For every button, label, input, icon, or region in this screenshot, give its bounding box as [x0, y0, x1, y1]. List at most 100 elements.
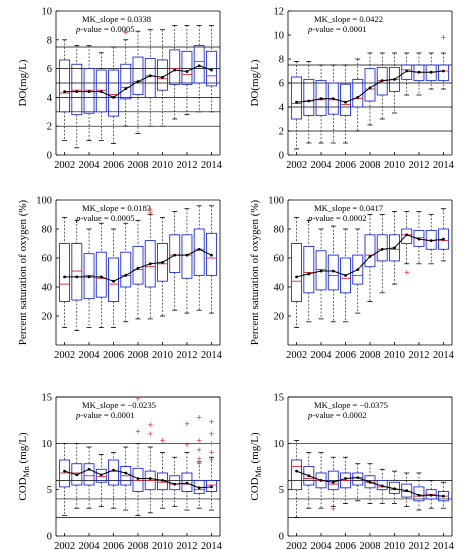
- p-value-annotation: p-value = 0.0002: [307, 410, 367, 420]
- box-2007: [120, 251, 132, 288]
- mean-marker: [75, 473, 79, 477]
- mean-marker: [87, 275, 91, 279]
- y-axis-label: CODMn (mg/L): [17, 432, 31, 501]
- y-tick-label: 60: [274, 254, 285, 265]
- y-axis-label: Percent saturation of oxygen (%): [17, 199, 29, 345]
- mean-marker: [197, 64, 201, 68]
- mean-marker: [185, 481, 189, 485]
- box-2012: [181, 50, 193, 85]
- y-tick-label: 60: [42, 254, 53, 265]
- mean-marker: [307, 474, 311, 478]
- mean-marker: [417, 493, 421, 497]
- mean-marker: [161, 75, 164, 79]
- outlier-marker: +: [197, 454, 202, 464]
- outlier-marker: +: [209, 417, 214, 427]
- mean-marker: [124, 471, 128, 475]
- box-2011: [169, 49, 181, 85]
- box-2007: [120, 63, 132, 100]
- mean-marker: [429, 70, 433, 74]
- box-2003: [71, 463, 83, 486]
- y-tick-label: 40: [42, 283, 53, 294]
- box-2012: [413, 64, 425, 82]
- outlier-marker: +: [197, 436, 202, 446]
- chart-panel-bottom-left: 0 5 10 15 2002 2004 2006 2008 2010 2012 2014 CODMn …: [17, 393, 223, 550]
- box-2010: [157, 243, 168, 282]
- y-tick-label: 10: [274, 439, 285, 450]
- y-tick-label: 2: [279, 127, 284, 138]
- box-2004: [315, 250, 327, 291]
- box-2003: [303, 245, 315, 294]
- box-2008: [364, 234, 376, 268]
- mean-marker: [307, 99, 311, 103]
- box-2010: [157, 59, 168, 91]
- x-tick-label: 2008: [360, 541, 381, 550]
- mean-marker: [405, 233, 409, 237]
- outlier-marker: +: [148, 420, 153, 430]
- mean-marker: [442, 237, 445, 241]
- mean-marker: [417, 70, 421, 74]
- outlier-marker: +: [123, 28, 128, 38]
- x-tick-label: 2006: [335, 160, 356, 171]
- box-2008: [132, 56, 144, 95]
- mk-slope-annotation: MK_slope = 0.0183: [82, 203, 151, 213]
- box-2003: [303, 466, 315, 486]
- mean-marker: [87, 467, 91, 471]
- mean-marker: [295, 275, 298, 279]
- box-2011: [401, 64, 413, 80]
- mean-marker: [319, 479, 323, 482]
- box-2004: [83, 68, 95, 114]
- box-2004: [83, 253, 95, 300]
- mean-marker: [210, 253, 213, 257]
- outlier-marker: +: [197, 459, 202, 469]
- y-tick-label: 15: [42, 393, 53, 404]
- x-tick-label: 2010: [152, 541, 173, 550]
- mean-marker: [344, 274, 347, 277]
- box-2013: [193, 479, 205, 494]
- box-2006: [340, 257, 351, 294]
- mean-marker: [173, 482, 177, 486]
- x-tick-label: 2004: [79, 350, 101, 361]
- mean-marker: [148, 74, 152, 78]
- mean-marker: [99, 90, 103, 94]
- x-tick-label: 2004: [311, 350, 333, 361]
- x-tick-label: 2002: [54, 541, 75, 550]
- mean-marker: [380, 484, 384, 488]
- mean-marker: [173, 68, 177, 72]
- mean-marker: [295, 469, 298, 473]
- mean-marker: [197, 486, 201, 490]
- box-2002: [291, 243, 303, 302]
- y-tick-label: 2: [47, 122, 52, 133]
- mean-marker: [185, 70, 189, 73]
- mean-marker: [393, 78, 396, 81]
- mean-marker: [417, 237, 421, 241]
- box-2009: [376, 234, 388, 262]
- box-2010: [157, 472, 168, 491]
- y-tick-label: 6: [47, 64, 52, 75]
- box-2011: [401, 483, 413, 498]
- chart-panel-middle-left: 20 40 60 80 100 2002 2004 2006 2008 2010 2012 2014 P…: [17, 196, 223, 362]
- mean-marker: [112, 279, 115, 283]
- x-tick-label: 2004: [311, 160, 333, 171]
- x-tick-label: 2002: [54, 160, 75, 171]
- y-axis-label: CODMn (mg/L): [249, 432, 263, 501]
- p-value-annotation: p-value = 0.0001: [75, 410, 135, 420]
- x-tick-label: 2008: [360, 350, 381, 361]
- box-2002: [291, 76, 303, 120]
- outlier-marker: +: [197, 445, 202, 455]
- box-2002: [291, 459, 303, 491]
- y-tick-label: 10: [274, 31, 285, 42]
- box-2005: [95, 69, 107, 113]
- y-tick-label: 0: [47, 532, 52, 543]
- mean-marker: [112, 468, 115, 472]
- y-tick-label: 100: [36, 196, 52, 207]
- box-2013: [193, 228, 205, 276]
- mean-marker: [356, 476, 360, 480]
- box-2002: [59, 59, 71, 113]
- chart-panel-top-right: 0 2 4 6 8 10 12 2002 2004 2006 2008 2010 2012 2014 DO(…: [249, 7, 455, 172]
- x-tick-label: 2012: [408, 541, 429, 550]
- box-2006: [108, 69, 119, 117]
- outlier-marker: +: [404, 268, 409, 278]
- mean-marker: [393, 246, 396, 250]
- box-2009: [144, 240, 156, 288]
- x-tick-label: 2014: [433, 160, 455, 171]
